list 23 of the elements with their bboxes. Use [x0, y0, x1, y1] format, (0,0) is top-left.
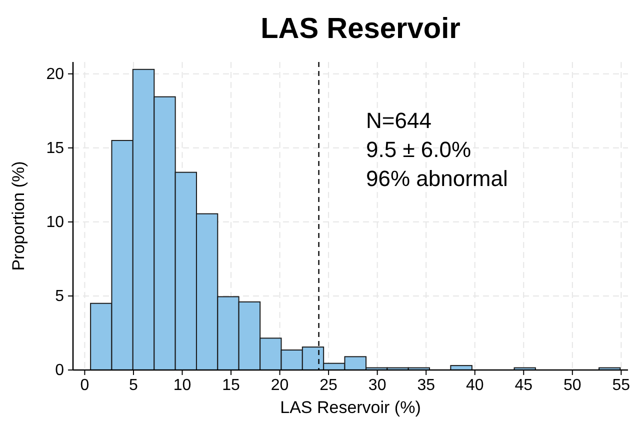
y-tick-label: 10: [46, 214, 64, 231]
annotation: N=644: [366, 108, 432, 133]
x-tick-label: 45: [514, 377, 533, 394]
x-tick-label: 10: [173, 377, 192, 394]
x-axis-title: LAS Reservoir (%): [280, 398, 421, 417]
x-tick-label: 30: [368, 377, 386, 394]
x-tick-label: 55: [612, 377, 630, 394]
x-tick-label: 15: [222, 377, 240, 394]
y-tick-label: 5: [55, 288, 64, 305]
x-tick-label: 0: [80, 377, 90, 394]
x-tick-label: 35: [417, 377, 436, 394]
annotation: 96% abnormal: [366, 166, 508, 191]
x-tick-label: 50: [564, 377, 582, 394]
x-tick-label: 40: [466, 377, 484, 394]
annotation: 9.5 ± 6.0%: [366, 137, 472, 162]
y-tick-label: 15: [46, 140, 64, 157]
y-tick-label: 20: [46, 66, 64, 83]
y-tick-label: 0: [55, 362, 64, 379]
y-axis-title: Proportion (%): [9, 161, 28, 271]
chart-title: LAS Reservoir: [260, 13, 460, 45]
x-tick-label: 25: [320, 377, 338, 394]
x-tick-label: 5: [129, 377, 138, 394]
x-tick-label: 20: [270, 377, 289, 394]
